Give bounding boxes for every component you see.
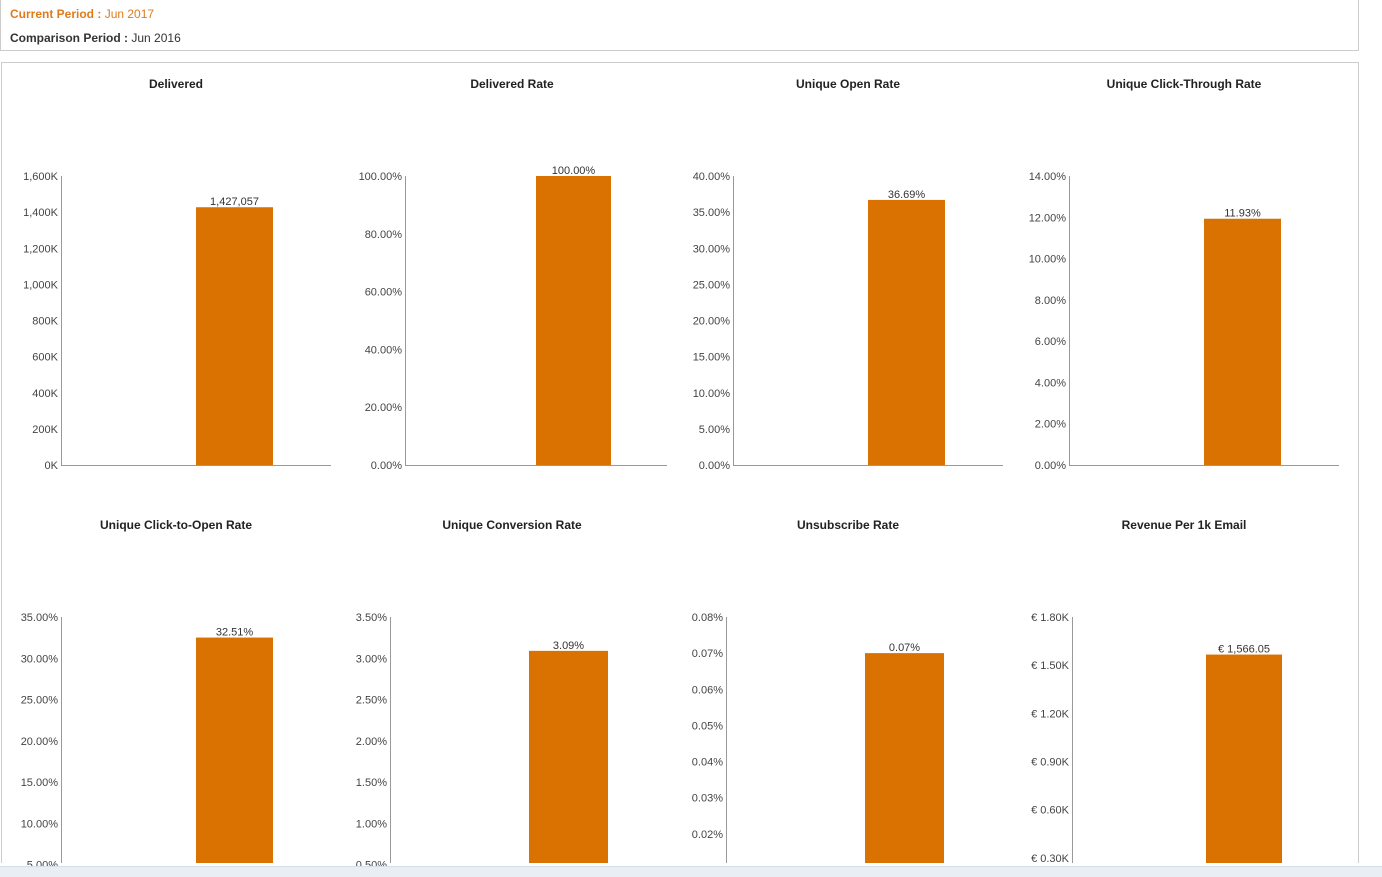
y-tick-label: 8.00% [1035,295,1066,307]
y-tick-label: 0.05% [692,720,723,732]
y-tick-label: 35.00% [693,207,731,219]
y-tick-label: 25.00% [693,279,731,291]
y-tick-label: 6.00% [1035,336,1066,348]
y-tick-label: 100.00% [359,171,403,183]
y-tick-label: 5.00% [699,424,730,436]
y-tick-label: 1,600K [23,171,59,183]
y-tick-label: 800K [32,316,58,328]
y-tick-label: 0.04% [692,757,723,769]
y-tick-label: € 1.20K [1031,708,1070,720]
y-tick-label: 0K [45,460,59,472]
bar [1204,218,1281,465]
y-tick-label: 200K [32,424,58,436]
horizontal-scrollbar[interactable] [0,866,1382,877]
current-period-label: Current Period : [10,7,102,21]
comparison-period-label: Comparison Period : [10,31,129,45]
y-tick-label: 2.00% [1035,419,1066,431]
y-tick-label: 1.50% [356,777,387,789]
y-tick-label: 30.00% [693,243,731,255]
y-tick-label: 600K [32,352,58,364]
y-tick-label: 2.00% [356,736,387,748]
comparison-period-value: Jun 2016 [131,31,181,45]
chart-title: Revenue Per 1k Email [1121,518,1247,532]
bar [529,650,608,863]
period-summary: Current Period : Jun 2017 Comparison Per… [0,0,1359,51]
y-tick-label: € 1.80K [1031,612,1070,624]
bar-value-label: 36.69% [888,189,926,201]
chart-title: Delivered Rate [470,77,554,91]
y-tick-label: 10.00% [21,818,59,830]
y-tick-label: 20.00% [693,316,731,328]
bar-value-label: 0.07% [889,642,920,654]
y-tick-label: 10.00% [693,388,731,400]
y-tick-label: 0.06% [692,684,723,696]
y-tick-label: 0.07% [692,648,723,660]
y-tick-label: 400K [32,388,58,400]
charts-panel [1,62,1359,863]
chart-title: Delivered [148,77,204,91]
bar-value-label: 100.00% [552,165,596,177]
chart-title: Unsubscribe Rate [796,518,900,532]
y-tick-label: € 0.60K [1031,805,1070,817]
y-tick-label: 3.50% [356,612,387,624]
current-period-value: Jun 2017 [104,7,155,21]
bar [196,637,273,863]
y-tick-label: 0.00% [1035,460,1066,472]
y-tick-label: 0.00% [699,460,730,472]
bar-value-label: 32.51% [216,627,254,639]
y-tick-label: 0.03% [692,793,723,805]
comparison-period: Comparison Period : Jun 2016 [10,31,181,45]
current-period: Current Period : Jun 2017 [10,7,154,21]
bar-value-label: 3.09% [553,640,584,652]
y-tick-label: 20.00% [21,736,59,748]
y-tick-label: 0.00% [371,460,402,472]
bar [196,207,273,465]
y-tick-label: 12.00% [1029,212,1067,224]
y-tick-label: 1,200K [23,243,59,255]
y-tick-label: 0.08% [692,612,723,624]
y-tick-label: 0.02% [692,829,723,841]
y-tick-label: 25.00% [21,695,59,707]
y-tick-label: 30.00% [21,653,59,665]
bar [1206,654,1282,863]
y-tick-label: € 0.90K [1031,757,1070,769]
y-tick-label: 14.00% [1029,171,1067,183]
bar [865,653,944,863]
y-tick-label: 15.00% [21,777,59,789]
bar-value-label: € 1,566.05 [1218,644,1270,656]
y-tick-label: 4.00% [1035,377,1066,389]
y-tick-label: 40.00% [365,344,403,356]
y-tick-label: 3.00% [356,653,387,665]
y-tick-label: 20.00% [365,402,403,414]
bar [868,199,945,466]
y-tick-label: € 0.30K [1031,853,1070,865]
y-tick-label: 10.00% [1029,254,1067,266]
y-tick-label: 80.00% [365,229,403,241]
y-tick-label: 1,400K [23,207,59,219]
bar [536,176,611,465]
chart-title: Unique Open Rate [795,77,901,91]
bar-value-label: 11.93% [1224,208,1261,220]
y-tick-label: 35.00% [21,612,59,624]
chart-title: Unique Click-Through Rate [1106,77,1262,91]
y-tick-label: 15.00% [693,352,731,364]
y-tick-label: 1,000K [23,279,59,291]
y-tick-label: 60.00% [365,287,403,299]
chart-title: Unique Click-to-Open Rate [99,518,253,532]
y-tick-label: 2.50% [356,695,387,707]
chart-title: Unique Conversion Rate [442,518,582,532]
y-tick-label: € 1.50K [1031,660,1070,672]
y-tick-label: 40.00% [693,171,731,183]
y-tick-label: 1.00% [356,818,387,830]
bar-value-label: 1,427,057 [210,196,259,208]
